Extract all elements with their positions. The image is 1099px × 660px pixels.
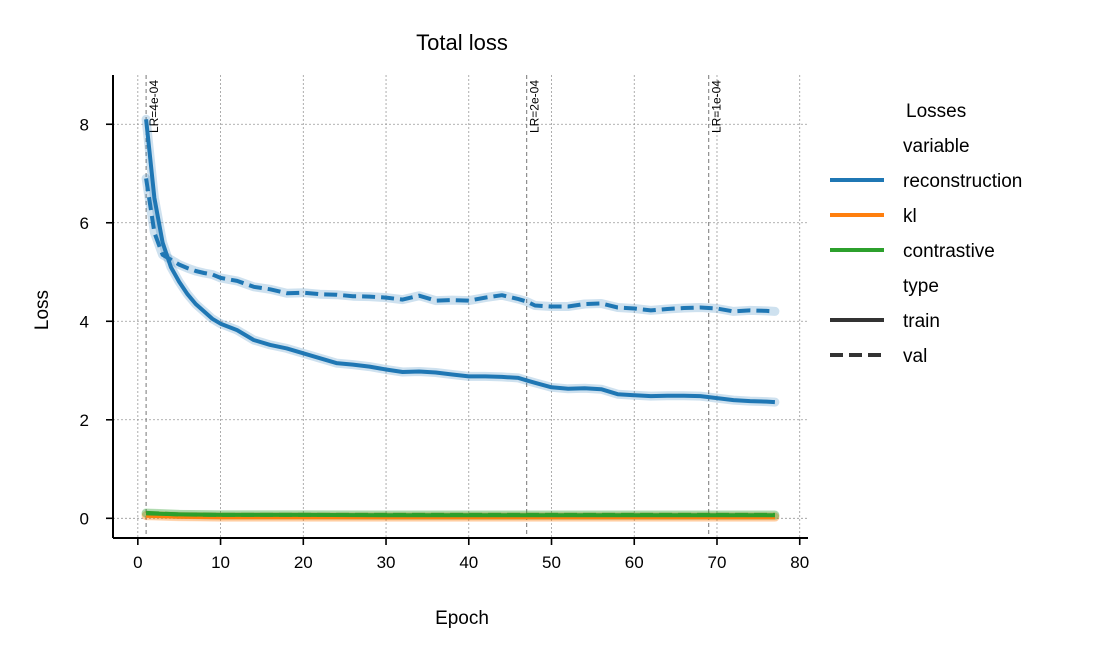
series-lines <box>141 114 780 522</box>
x-tick-label: 60 <box>625 553 644 572</box>
lr-marker-label: LR=1e-04 <box>710 80 724 133</box>
x-tick-label: 30 <box>377 553 396 572</box>
x-tick-label: 10 <box>211 553 230 572</box>
chart-title: Total loss <box>416 30 508 55</box>
lr-marker-label: LR=2e-04 <box>528 80 542 133</box>
y-tick-label: 0 <box>80 509 89 528</box>
x-tick-label: 20 <box>294 553 313 572</box>
legend-title: Losses <box>906 101 966 122</box>
series-band-reconstruction-val <box>141 173 780 316</box>
series-line-contrastive-train <box>146 511 775 518</box>
series-band-reconstruction-train <box>141 114 780 407</box>
x-tick-label: 40 <box>459 553 478 572</box>
y-axis-label: Loss <box>32 290 53 330</box>
lr-marker-label: LR=4e-04 <box>147 80 161 133</box>
legend-item-val: val <box>903 346 927 367</box>
legend-group-header: variable <box>903 136 970 157</box>
legend-item-kl: kl <box>903 206 917 227</box>
series-line-reconstruction-val <box>144 178 776 314</box>
y-tick-label: 4 <box>80 312 89 331</box>
x-tick-label: 50 <box>542 553 561 572</box>
legend-group-header: type <box>903 276 939 297</box>
legend-item-contrastive: contrastive <box>903 241 995 262</box>
ticks: 0 10 20 30 40 50 60 70 80 0 2 4 6 8 <box>80 115 810 572</box>
legend-item-reconstruction: reconstruction <box>903 171 1022 192</box>
legend: Losses variable reconstruction kl contrasti… <box>830 101 1022 367</box>
grid <box>113 75 808 538</box>
x-tick-label: 80 <box>790 553 809 572</box>
axes <box>112 75 808 539</box>
y-tick-label: 6 <box>80 214 89 233</box>
x-tick-label: 70 <box>708 553 727 572</box>
x-tick-label: 0 <box>133 553 142 572</box>
x-axis-label: Epoch <box>435 608 489 629</box>
series-line-reconstruction-train <box>144 119 776 405</box>
legend-item-train: train <box>903 311 940 332</box>
y-tick-label: 8 <box>80 115 89 134</box>
y-tick-label: 2 <box>80 411 89 430</box>
lr-markers: LR=4e-04 LR=2e-04 LR=1e-04 <box>145 75 724 538</box>
